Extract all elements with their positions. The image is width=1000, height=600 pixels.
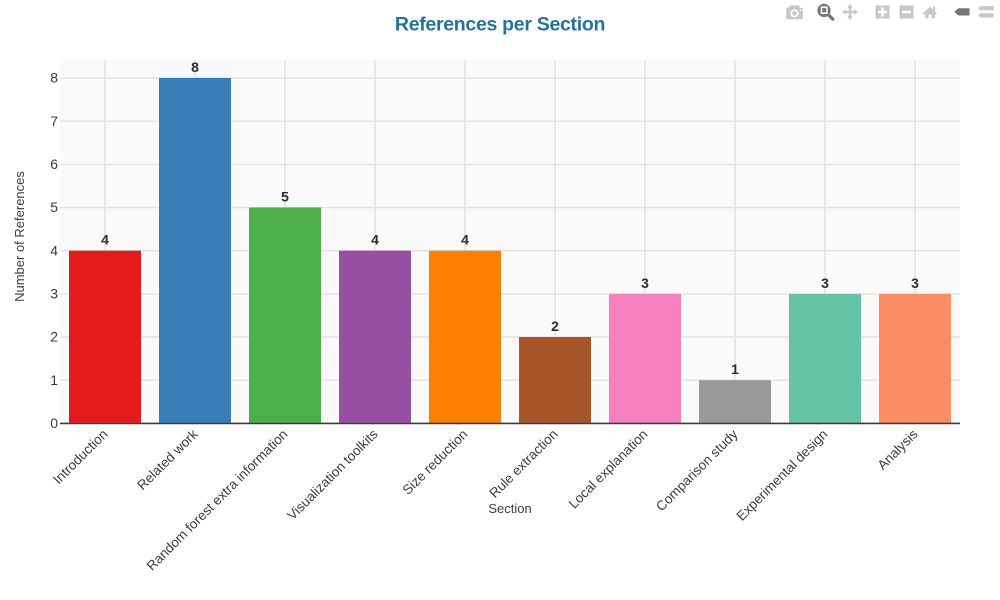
svg-text:3: 3 — [50, 286, 58, 302]
svg-text:1: 1 — [731, 361, 739, 377]
svg-text:3: 3 — [821, 275, 829, 291]
svg-text:References per Section: References per Section — [395, 14, 605, 36]
svg-text:4: 4 — [50, 242, 58, 258]
svg-text:4: 4 — [461, 232, 469, 248]
svg-text:7: 7 — [50, 113, 58, 129]
svg-text:2: 2 — [551, 318, 559, 334]
svg-text:3: 3 — [911, 275, 919, 291]
svg-text:6: 6 — [50, 156, 58, 172]
svg-text:4: 4 — [371, 232, 379, 248]
svg-text:3: 3 — [641, 275, 649, 291]
svg-text:Section: Section — [488, 501, 531, 516]
svg-text:5: 5 — [281, 189, 289, 205]
svg-text:0: 0 — [50, 415, 58, 431]
svg-text:8: 8 — [50, 70, 58, 86]
svg-text:5: 5 — [50, 199, 58, 215]
svg-text:8: 8 — [191, 59, 199, 75]
svg-text:4: 4 — [101, 232, 109, 248]
svg-text:Number of References: Number of References — [12, 171, 27, 302]
svg-text:1: 1 — [50, 372, 58, 388]
svg-text:2: 2 — [50, 329, 58, 345]
